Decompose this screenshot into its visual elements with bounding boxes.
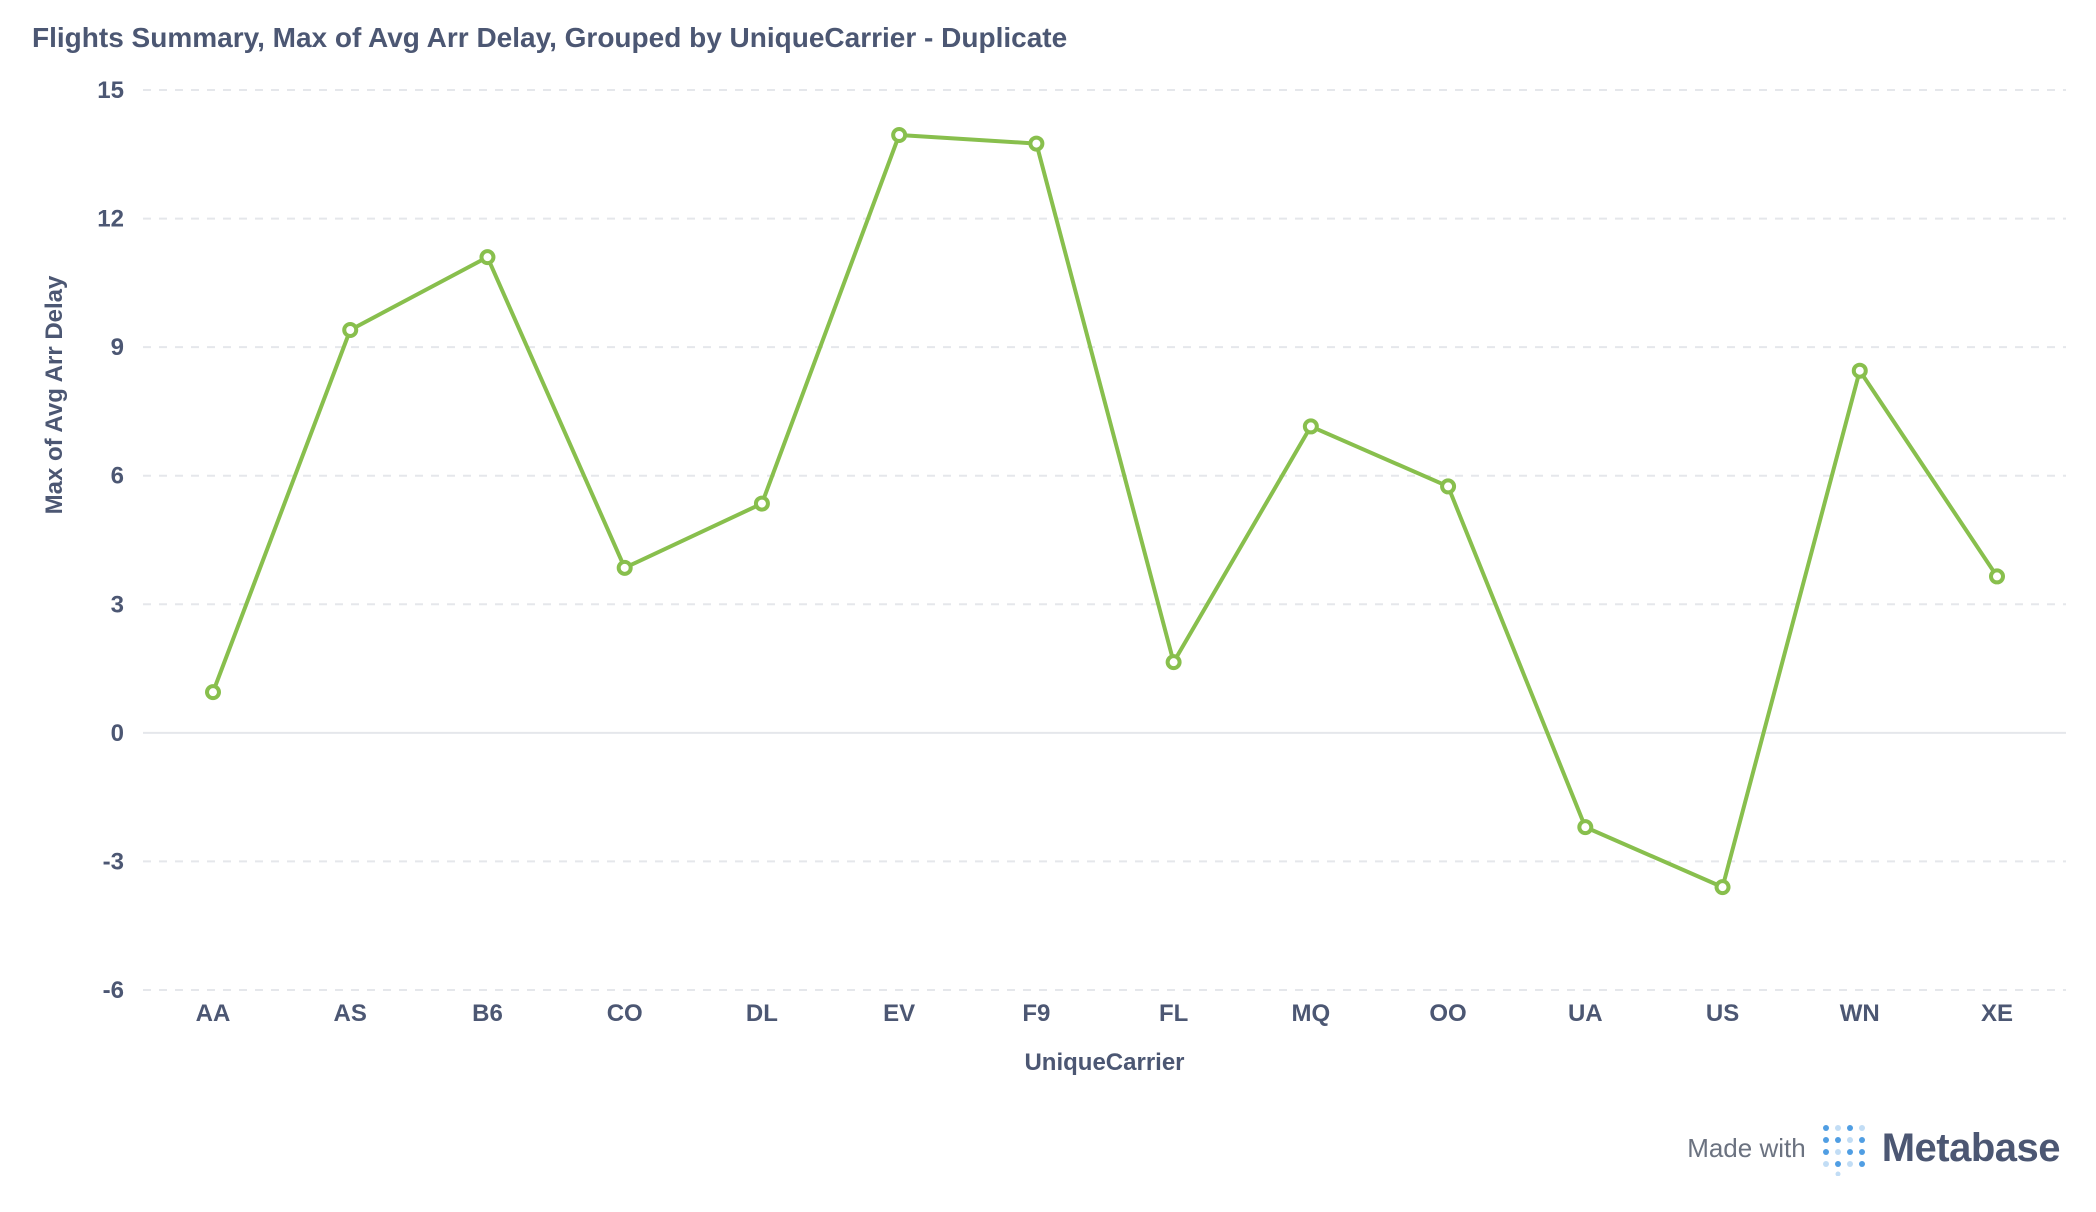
data-point[interactable] bbox=[616, 559, 633, 576]
grid-lines bbox=[143, 89, 2066, 991]
x-axis-label: UniqueCarrier bbox=[1024, 1049, 1184, 1076]
data-point[interactable] bbox=[342, 322, 359, 338]
y-tick-label: -3 bbox=[103, 848, 124, 875]
x-tick-label: EV bbox=[883, 1000, 915, 1027]
y-axis-ticks: 15 12 9 6 3 0 -3 -6 bbox=[97, 77, 124, 1004]
data-point[interactable] bbox=[891, 127, 908, 143]
data-point[interactable] bbox=[1577, 819, 1594, 836]
x-tick-label: UA bbox=[1568, 1000, 1603, 1027]
series-line bbox=[211, 133, 1999, 890]
data-point[interactable] bbox=[1302, 418, 1319, 435]
y-tick-label: 3 bbox=[111, 591, 124, 618]
data-point[interactable] bbox=[1028, 135, 1045, 152]
data-point[interactable] bbox=[1440, 478, 1457, 495]
y-tick-label: 15 bbox=[97, 77, 124, 104]
y-tick-label: 12 bbox=[97, 206, 124, 233]
x-tick-label: OO bbox=[1429, 1000, 1466, 1027]
x-tick-label: XE bbox=[1981, 1000, 2013, 1027]
data-point[interactable] bbox=[1714, 879, 1731, 896]
x-tick-label: WN bbox=[1840, 1000, 1880, 1027]
data-point[interactable] bbox=[1989, 568, 2005, 585]
data-point[interactable] bbox=[479, 249, 496, 266]
x-tick-label: CO bbox=[607, 1000, 643, 1027]
data-point[interactable] bbox=[1851, 362, 1868, 379]
chart-title: Flights Summary, Max of Avg Arr Delay, G… bbox=[32, 22, 1068, 53]
metabase-logo-icon bbox=[1822, 1125, 1865, 1176]
data-point[interactable] bbox=[205, 684, 221, 701]
x-tick-label: DL bbox=[746, 1000, 778, 1027]
y-tick-label: 0 bbox=[111, 720, 124, 747]
x-tick-label: US bbox=[1706, 1000, 1739, 1027]
metabase-brand: Metabase bbox=[1881, 1125, 2061, 1170]
x-tick-label: AA bbox=[196, 1000, 231, 1027]
y-tick-label: -6 bbox=[103, 977, 124, 1004]
footer-branding[interactable]: Made with Metabase bbox=[1687, 1120, 2061, 1176]
x-tick-label: F9 bbox=[1022, 1000, 1050, 1027]
y-tick-label: 9 bbox=[111, 334, 124, 361]
series bbox=[205, 127, 2005, 896]
x-tick-label: MQ bbox=[1292, 1000, 1331, 1027]
y-tick-label: 6 bbox=[111, 463, 124, 490]
x-tick-label: FL bbox=[1159, 1000, 1188, 1027]
data-point[interactable] bbox=[753, 495, 770, 512]
x-tick-label: B6 bbox=[472, 1000, 503, 1027]
made-with-text: Made with bbox=[1687, 1132, 1806, 1163]
x-axis-ticks: AA AS B6 CO DL EV F9 FL MQ OO UA US WN XE bbox=[196, 1000, 2013, 1027]
y-axis-label: Max of Avg Arr Delay bbox=[41, 275, 68, 514]
x-tick-label: AS bbox=[334, 1000, 367, 1027]
data-point[interactable] bbox=[1165, 654, 1182, 671]
